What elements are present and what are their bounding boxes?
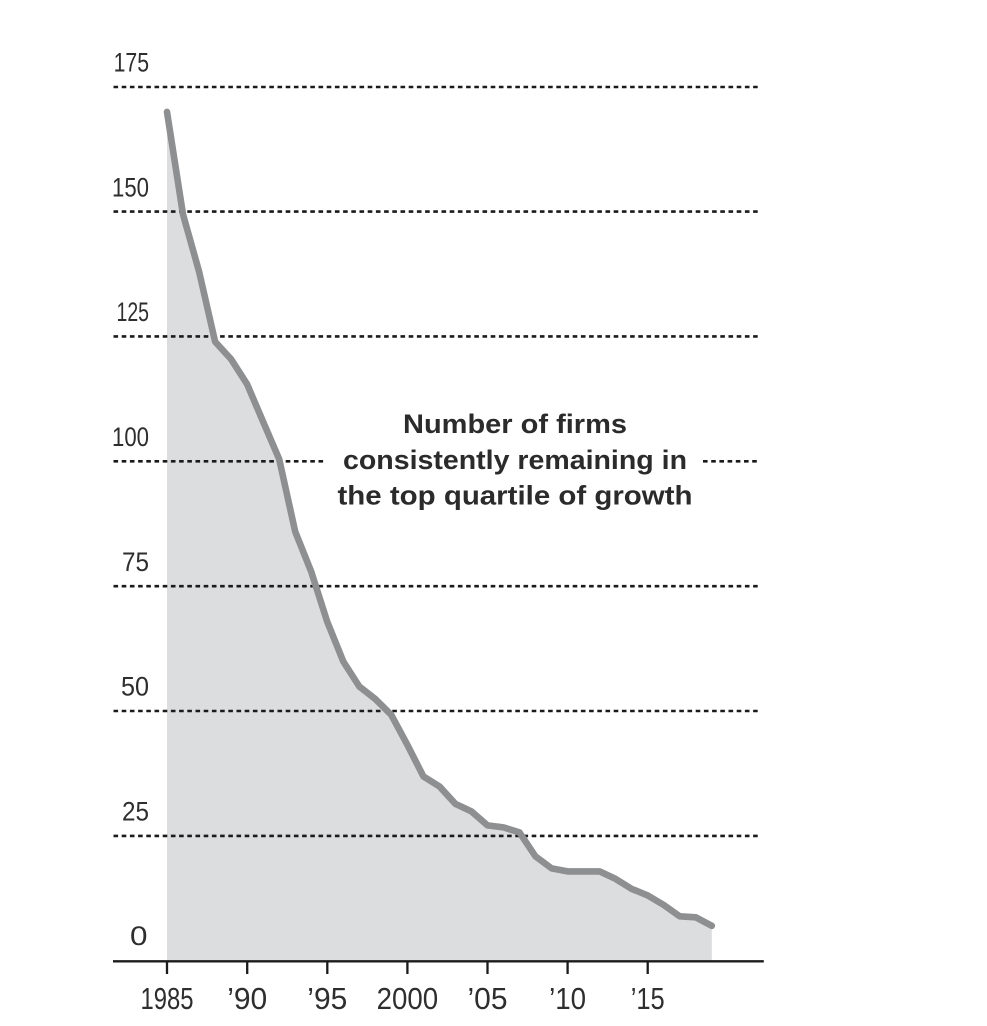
svg-text:’05: ’05 [468,981,508,1016]
svg-text:175: 175 [114,48,149,78]
svg-text:’10: ’10 [549,981,586,1016]
svg-text:consistently remaining in: consistently remaining in [343,445,687,475]
svg-text:the top quartile of growth: the top quartile of growth [338,480,693,510]
svg-text:150: 150 [112,172,149,202]
svg-text:25: 25 [122,797,149,827]
svg-text:0: 0 [130,921,148,951]
svg-text:Number of firms: Number of firms [403,409,627,439]
svg-text:100: 100 [112,422,149,452]
svg-text:’95: ’95 [307,981,347,1016]
svg-text:1985: 1985 [141,981,194,1016]
svg-text:2000: 2000 [377,981,439,1016]
svg-text:50: 50 [121,672,149,702]
svg-text:’15: ’15 [631,981,665,1016]
svg-text:75: 75 [122,547,149,577]
svg-text:125: 125 [117,297,150,327]
svg-text:’90: ’90 [227,981,267,1016]
